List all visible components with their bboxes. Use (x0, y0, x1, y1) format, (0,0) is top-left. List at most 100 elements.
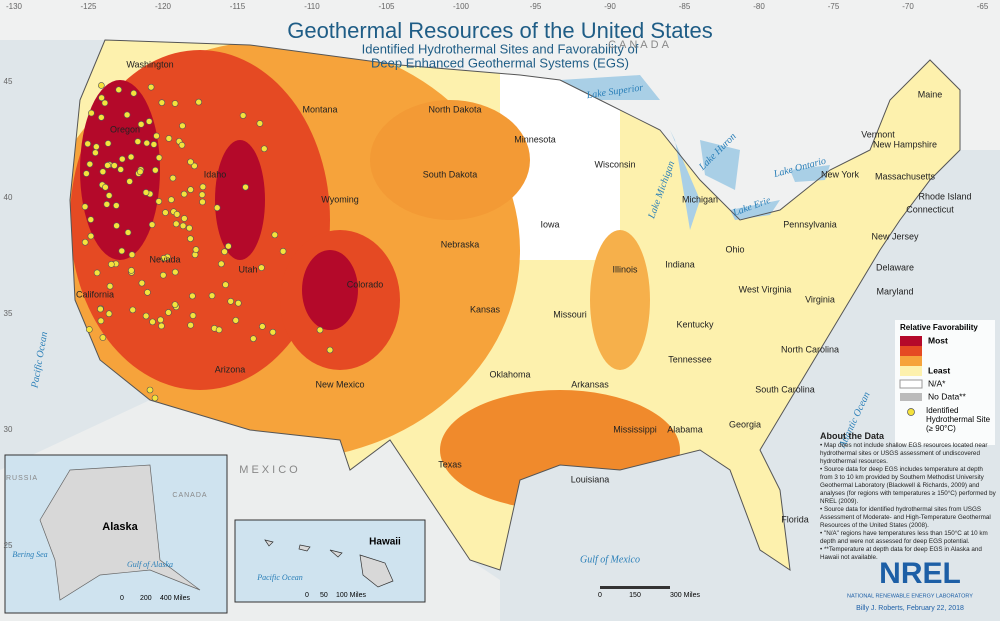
site (134, 138, 142, 145)
site (117, 166, 124, 173)
site (256, 120, 264, 127)
site (152, 166, 159, 174)
logo: NREL (879, 557, 961, 590)
state-label: Georgia (729, 419, 761, 429)
inset-scale: 100 Miles (336, 592, 366, 599)
state-label: Washington (126, 59, 173, 69)
site (242, 183, 249, 191)
site (171, 301, 179, 308)
site (144, 289, 151, 296)
site (84, 140, 91, 148)
state-label: Rhode Island (918, 191, 971, 201)
site (271, 231, 279, 239)
site (128, 251, 136, 259)
about-note: • "N/A" regions have temperatures less t… (820, 530, 988, 545)
site (179, 122, 186, 130)
country-label: CANADA (608, 39, 672, 51)
site (113, 202, 120, 209)
site (153, 132, 160, 140)
site (138, 279, 146, 287)
site (235, 299, 242, 307)
state-label: Maine (918, 89, 943, 99)
site (227, 297, 234, 305)
site (160, 255, 168, 262)
inset-label: Alaska (102, 521, 138, 533)
site (106, 282, 114, 290)
hawaii-land (264, 539, 394, 588)
site (279, 248, 287, 255)
about-box: About the Data • Map does not include sh… (820, 432, 996, 562)
legend-site (907, 408, 915, 416)
state-label: Nebraska (441, 239, 480, 249)
water-label: Gulf of Mexico (580, 554, 640, 565)
longitude-label: -90 (604, 2, 616, 11)
state-label: Michigan (682, 194, 718, 204)
state-label: South Dakota (423, 169, 478, 179)
site (113, 222, 120, 230)
site (181, 215, 188, 222)
site (171, 100, 179, 107)
state-label: New Hampshire (873, 139, 937, 149)
dark-zone (302, 250, 358, 330)
site (155, 198, 163, 205)
site (92, 149, 99, 156)
site (225, 242, 232, 250)
state-label: Vermont (861, 129, 895, 139)
site (171, 268, 179, 276)
inset-place: CANADA (172, 492, 207, 499)
site (213, 204, 221, 212)
state-label: Pennsylvania (783, 219, 837, 229)
credit: Billy J. Roberts, February 22, 2018 (856, 605, 964, 612)
state-label: Indiana (665, 259, 695, 269)
state-label: Wisconsin (594, 159, 635, 169)
state-label: Montana (302, 104, 337, 114)
country-label: MEXICO (239, 464, 300, 476)
site (93, 143, 100, 151)
state-label: West Virginia (739, 284, 792, 294)
inset-scale: 200 (140, 595, 152, 602)
legend-swatch (900, 366, 922, 376)
site (86, 326, 93, 333)
state-label: Louisiana (571, 474, 610, 484)
site (104, 162, 111, 169)
site (172, 220, 180, 228)
site (104, 140, 112, 147)
site (187, 235, 194, 242)
site (105, 192, 113, 199)
state-label: Iowa (540, 219, 559, 229)
site (142, 189, 150, 196)
state-label: Texas (438, 459, 462, 469)
site (155, 154, 163, 161)
state-label: Arizona (215, 364, 246, 374)
legend-swatch (900, 356, 922, 366)
inset-place: Bering Sea (12, 550, 47, 559)
orange-zone (370, 100, 530, 220)
site (199, 198, 206, 206)
scale-label: 300 Miles (670, 592, 700, 599)
state-label: Kentucky (676, 319, 714, 329)
scale-label: 0 (598, 592, 602, 599)
legend-swatch (900, 393, 922, 401)
site (126, 178, 133, 185)
site (98, 82, 105, 89)
site (81, 238, 89, 246)
site (81, 203, 89, 210)
site (189, 312, 197, 319)
longitude-label: -65 (977, 2, 989, 11)
site (179, 222, 187, 230)
state-label: New York (821, 169, 860, 179)
state-label: New Jersey (871, 231, 919, 241)
about-note: • Source data for deep EGS includes temp… (820, 466, 996, 505)
site (157, 316, 164, 324)
site (173, 211, 181, 218)
site (178, 141, 186, 149)
state-label: Missouri (553, 309, 587, 319)
site (187, 158, 194, 166)
state-label: North Dakota (428, 104, 481, 114)
about-note: • **Temperature at depth data for deep E… (820, 546, 982, 561)
alaska-land (39, 464, 201, 601)
site (148, 221, 156, 228)
hawaii-inset (234, 519, 426, 603)
site (136, 168, 144, 175)
